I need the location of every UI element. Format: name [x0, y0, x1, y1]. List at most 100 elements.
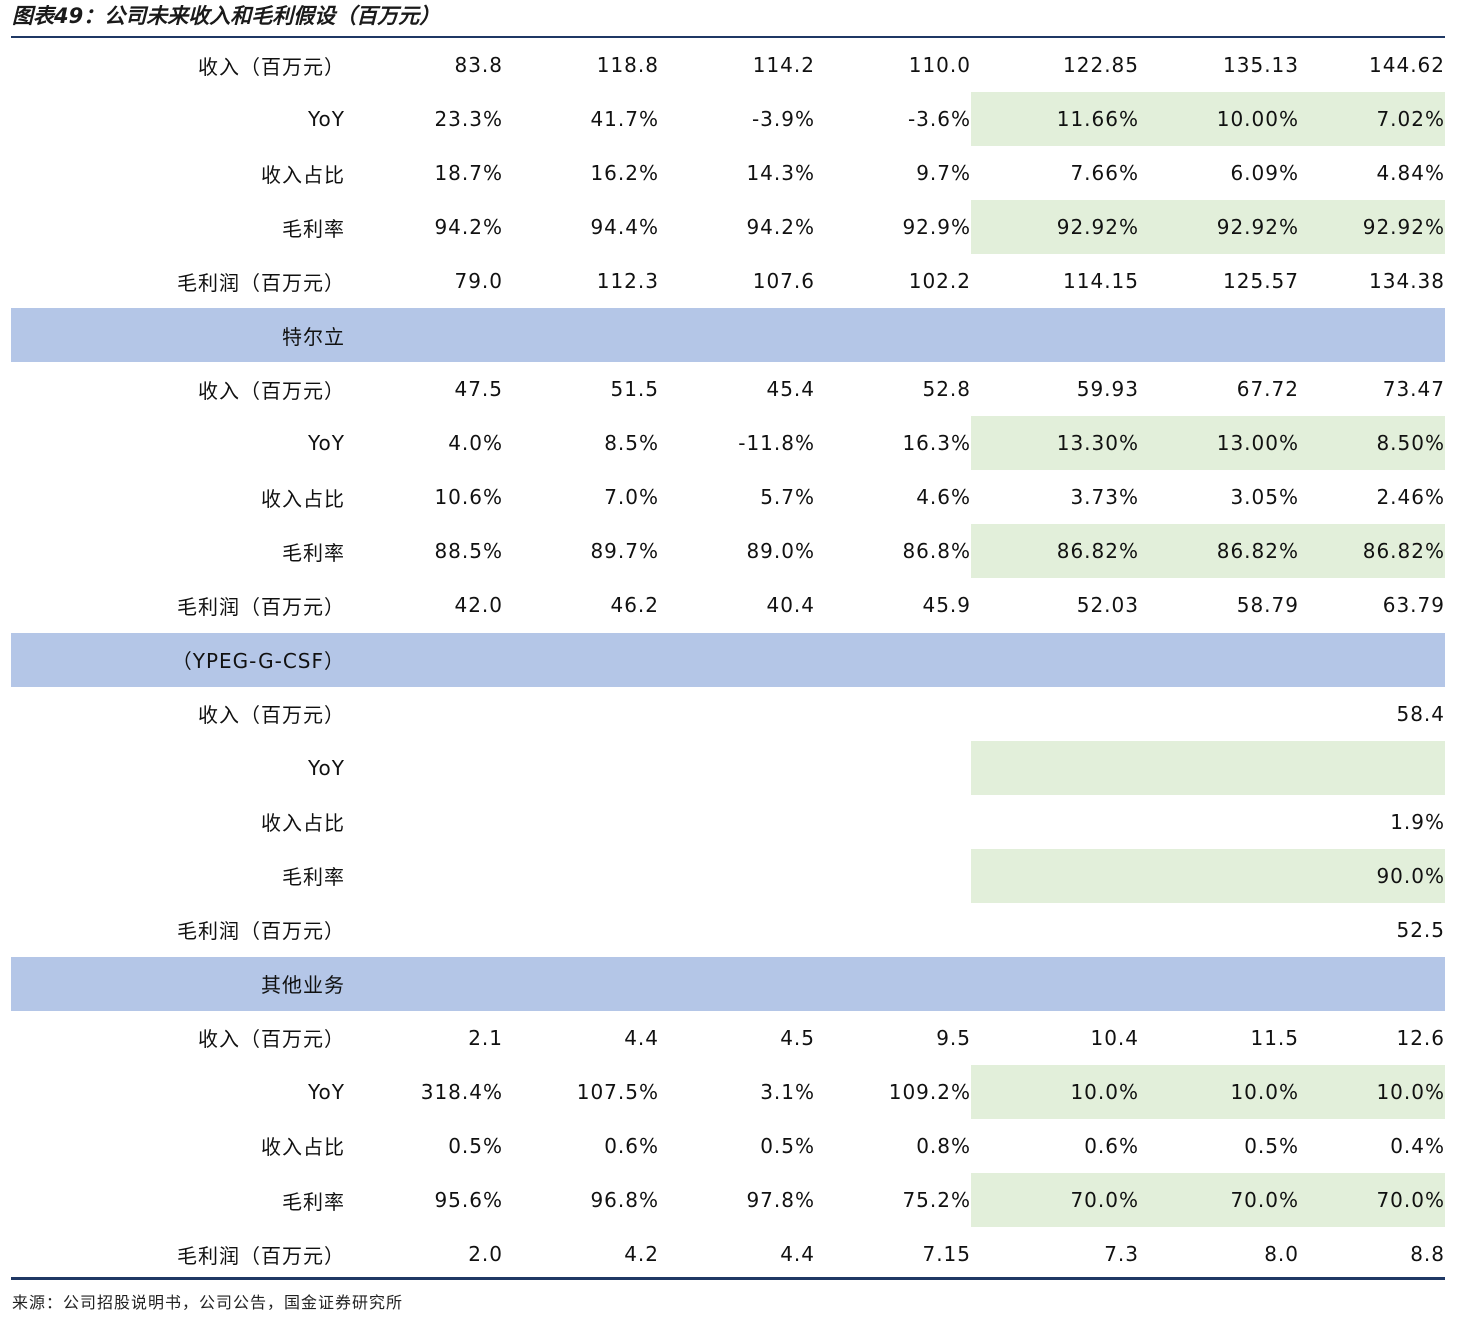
table-cell: 52.03 [1076, 593, 1139, 618]
table-cell: 86.82% [1362, 539, 1445, 564]
row-label: 收入（百万元） [198, 1027, 345, 1052]
table-cell: 10.6% [434, 485, 503, 510]
table-cell: 94.4% [590, 215, 659, 240]
table-cell: 10.0% [1376, 1079, 1445, 1104]
table-cell: 13.00% [1216, 431, 1299, 456]
table-cell [345, 849, 503, 903]
table-cell: 16.2% [590, 161, 659, 186]
row-label: 收入占比 [261, 162, 345, 187]
table-row: 收入占比 0.5% 0.6% 0.5% 0.8% 0.6% 0.5% 0.4% [11, 1119, 1445, 1173]
table-cell: 3.05% [1230, 485, 1299, 510]
table-cell: 97.8% [746, 1188, 815, 1212]
table-row: 收入占比 1.9% [11, 795, 1445, 849]
table-cell: 110.0 [908, 53, 971, 78]
table-cell [659, 687, 815, 741]
table-cell [345, 795, 503, 849]
table-cell: 89.0% [746, 539, 815, 564]
table-cell [971, 849, 1139, 903]
table-row: YoY 318.4% 107.5% 3.1% 109.2% 10.0% 10.0% 10.0% [11, 1064, 1445, 1119]
table-row: 收入（百万元） 47.5 51.5 45.4 52.8 59.93 67.72 73.47 [11, 362, 1445, 416]
row-label: YoY [307, 431, 345, 456]
table-row: 毛利润（百万元） 79.0 112.3 107.6 102.2 114.15 125.57 1… [11, 254, 1445, 308]
section-label: 特尔立 [282, 324, 345, 349]
table-cell: 114.15 [1063, 269, 1139, 294]
row-label: 毛利润（百万元） [177, 1243, 345, 1268]
table-cell: 4.6% [916, 485, 971, 510]
table-cell: 45.4 [766, 377, 815, 402]
table-cell [815, 741, 971, 795]
table-cell: 13.30% [1056, 431, 1139, 456]
row-label: 毛利润（百万元） [177, 270, 345, 295]
table-cell: 8.5% [604, 431, 659, 456]
forecast-highlight [971, 92, 1445, 147]
table-cell: 58.79 [1236, 593, 1299, 618]
table-cell [1139, 741, 1299, 795]
table-cell: 9.7% [916, 161, 971, 186]
table-row: 收入占比 18.7% 16.2% 14.3% 9.7% 7.66% 6.09% 4.84% [11, 146, 1445, 200]
table-cell [1299, 741, 1445, 795]
table-cell [659, 795, 815, 849]
table-cell: 83.8 [454, 53, 503, 78]
table-row: 毛利率 88.5% 89.7% 89.0% 86.8% 86.82% 86.82% 86.82… [11, 524, 1445, 579]
table-cell: 14.3% [746, 161, 815, 186]
table-cell: 144.62 [1369, 53, 1445, 78]
section-label: 其他业务 [261, 973, 345, 998]
table-cell: 109.2% [888, 1079, 971, 1104]
table-cell [815, 849, 971, 903]
table-cell: 4.84% [1376, 161, 1445, 186]
table-row: 毛利润（百万元） 2.0 4.2 4.4 7.15 7.3 8.0 8.8 [11, 1227, 1445, 1281]
section-header-row: （YPEG-G-CSF） [11, 632, 1445, 687]
table-cell: 0.4% [1390, 1133, 1445, 1158]
table-row: 毛利率 95.6% 96.8% 97.8% 75.2% 70.0% 70.0% 70.0% [11, 1172, 1445, 1228]
table-cell: 95.6% [434, 1188, 503, 1212]
table-cell: 10.00% [1216, 107, 1299, 132]
table-cell: 8.50% [1376, 431, 1445, 456]
table-cell: 88.5% [434, 539, 503, 564]
row-label: 收入（百万元） [198, 54, 345, 79]
forecast-highlight [971, 848, 1445, 903]
table-cell: 102.2 [908, 269, 971, 294]
table-cell: 10.0% [1230, 1079, 1299, 1104]
row-label: 毛利率 [282, 865, 345, 890]
table-row: 毛利率 90.0% [11, 848, 1445, 903]
table-cell: 67.72 [1236, 377, 1299, 402]
table-cell: 92.92% [1056, 215, 1139, 240]
table-cell [345, 903, 503, 957]
table-cell [815, 903, 971, 957]
table-cell: 75.2% [902, 1188, 971, 1212]
table-cell: 0.5% [448, 1133, 503, 1158]
forecast-highlight [971, 1064, 1445, 1119]
row-label: 毛利润（百万元） [177, 594, 345, 619]
table-cell: 52.8 [922, 377, 971, 402]
table-cell: 114.2 [752, 53, 815, 78]
figure-title: 图表49：公司未来收入和毛利假设（百万元） [12, 4, 441, 28]
table-cell: 86.8% [902, 539, 971, 564]
table-cell: 46.2 [610, 593, 659, 618]
source-note: 来源：公司招股说明书，公司公告，国金证券研究所 [12, 1293, 404, 1312]
table-cell: 112.3 [596, 269, 659, 294]
table-cell: -3.6% [907, 107, 971, 132]
table-cell: 4.2 [624, 1242, 659, 1267]
table-cell: 86.82% [1216, 539, 1299, 564]
table-cell: 92.9% [902, 215, 971, 240]
table-cell: 107.6 [752, 269, 815, 294]
table-cell [815, 795, 971, 849]
section-header-row: 其他业务 [11, 956, 1445, 1011]
table-cell [503, 687, 659, 741]
table-cell: 23.3% [434, 107, 503, 132]
table-cell: 10.0% [1070, 1079, 1139, 1104]
row-label: YoY [307, 1079, 345, 1104]
table-cell [659, 741, 815, 795]
table-cell: 58.4 [1396, 701, 1445, 726]
row-label: 收入占比 [261, 486, 345, 511]
table-cell: 11.66% [1056, 107, 1139, 132]
forecast-highlight [971, 1172, 1445, 1228]
table-cell [815, 687, 971, 741]
table-cell: 125.57 [1223, 269, 1299, 294]
table-cell: 90.0% [1376, 863, 1445, 888]
row-label: 毛利率 [282, 1189, 345, 1214]
table-row: 收入占比 10.6% 7.0% 5.7% 4.6% 3.73% 3.05% 2.46% [11, 470, 1445, 524]
table-cell [1139, 903, 1299, 957]
table-cell: 7.3 [1104, 1242, 1139, 1267]
table-cell: 7.66% [1070, 161, 1139, 186]
